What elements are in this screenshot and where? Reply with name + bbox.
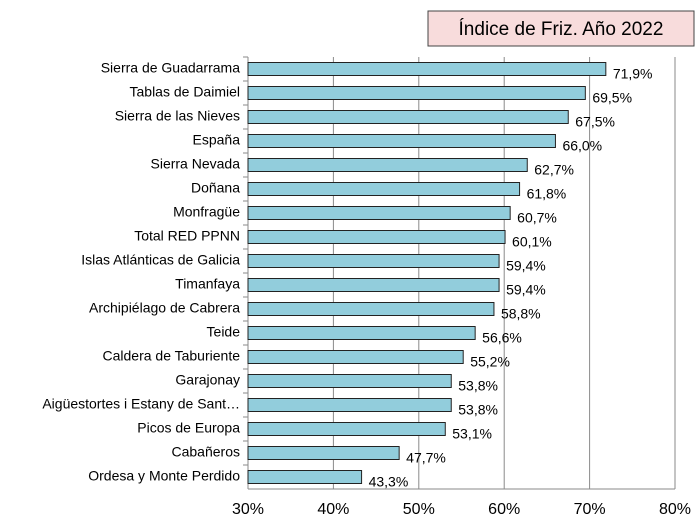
title-box [427,10,695,47]
data-label: 69,5% [592,90,632,106]
y-tick-label: Cabañeros [172,444,241,460]
data-label: 58,8% [501,306,541,322]
y-tick-label: Total RED PPNN [134,228,240,244]
chart-title: Índice de Friz. Año 2022 [459,19,664,40]
bar [247,470,363,484]
data-label: 67,5% [575,114,615,130]
bar [247,350,464,364]
y-tick-label: Monfragüe [173,204,240,220]
bar [247,182,521,196]
data-label: 53,1% [452,426,492,442]
x-tick-label: 70% [574,501,606,518]
bar [247,398,452,412]
x-tick-label: 80% [659,501,691,518]
y-tick-label: Caldera de Taburiente [102,348,240,364]
data-label: 53,8% [458,378,498,394]
y-tick-label: Islas Atlánticas de Galicia [81,252,240,268]
y-tick-label: Aigüestortes i Estany de Sant… [42,396,240,412]
y-tick-label: Archipiélago de Cabrera [89,300,240,316]
bar [247,374,452,388]
data-label: 43,3% [369,474,409,490]
data-label: 47,7% [406,450,446,466]
x-tick-label: 40% [317,501,349,518]
x-tick-label: 30% [232,501,264,518]
x-tick-label: 60% [488,501,520,518]
y-tick-label: España [193,132,241,148]
data-label: 60,1% [512,234,552,250]
bar [247,158,528,172]
data-label: 71,9% [613,66,653,82]
bar [247,254,500,268]
y-tick-label: Sierra Nevada [151,156,241,172]
x-tick-label: 50% [403,501,435,518]
y-tick-label: Garajonay [175,372,240,388]
y-tick-label: Doñana [191,180,240,196]
y-tick-label: Picos de Europa [137,420,240,436]
data-label: 59,4% [506,282,546,298]
bar [247,446,400,460]
data-label: 66,0% [562,138,602,154]
bar [247,326,476,340]
y-tick-label: Tablas de Daimiel [130,84,241,100]
y-tick-label: Ordesa y Monte Perdido [88,468,240,484]
y-tick-label: Teide [207,324,241,340]
bar [247,422,446,436]
y-tick-label: Timanfaya [175,276,240,292]
bar [247,134,556,148]
data-label: 53,8% [458,402,498,418]
bar [247,62,607,76]
data-label: 55,2% [470,354,510,370]
bar [247,278,500,292]
bar [247,86,586,100]
data-label: 62,7% [534,162,574,178]
bar [247,206,511,220]
data-label: 61,8% [527,186,567,202]
y-tick-label: Sierra de las Nieves [115,108,240,124]
bar [247,302,495,316]
y-tick-label: Sierra de Guadarrama [101,60,241,76]
data-label: 59,4% [506,258,546,274]
bar [247,110,569,124]
data-label: 56,6% [482,330,522,346]
data-label: 60,7% [517,210,557,226]
bar [247,230,506,244]
